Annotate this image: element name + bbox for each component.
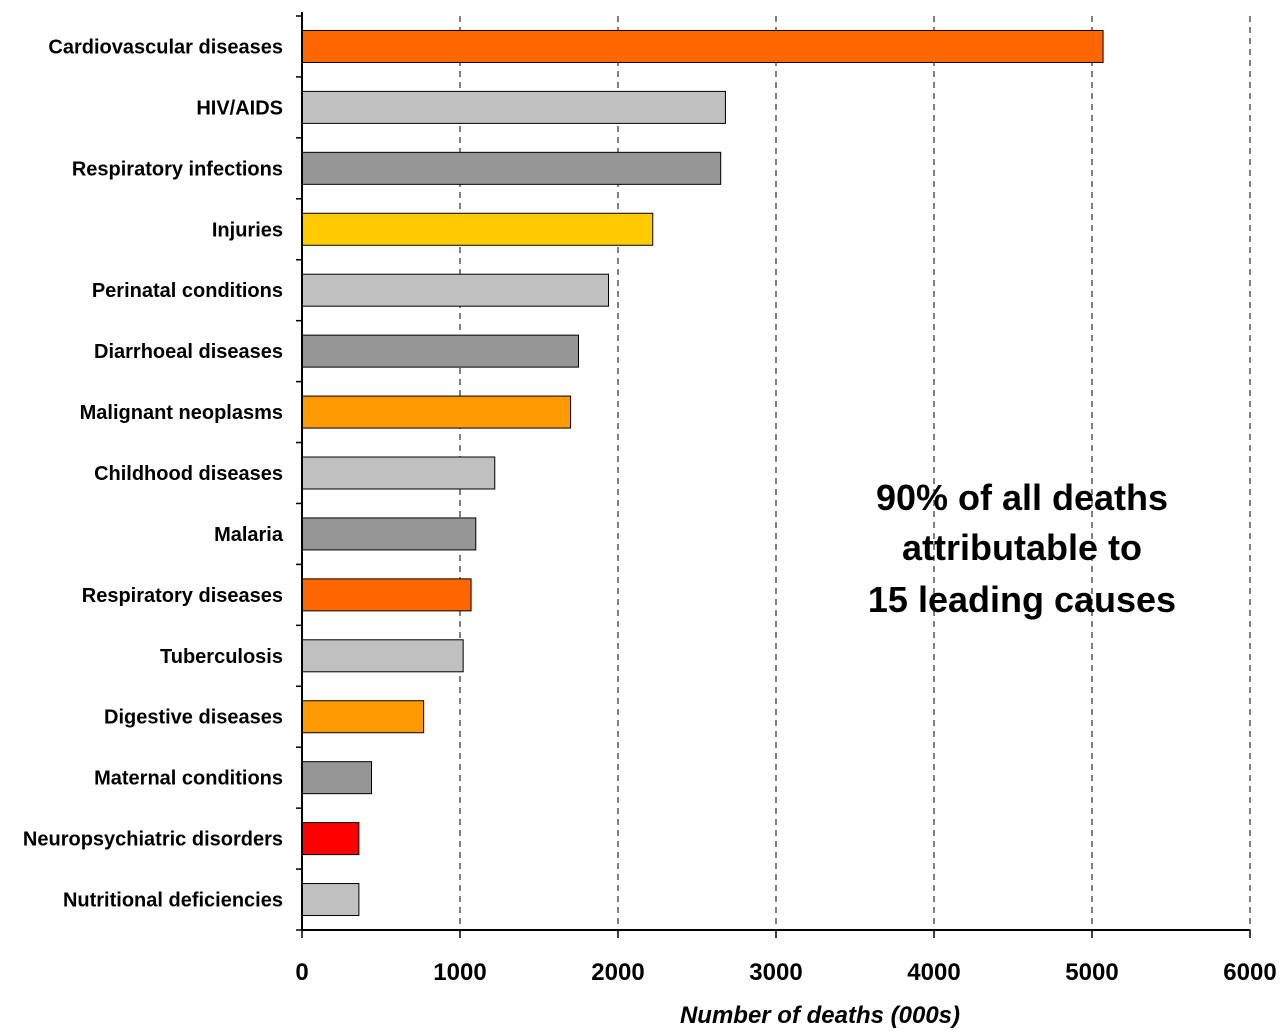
bar-13 xyxy=(301,761,373,795)
x-tick-label-4000: 4000 xyxy=(907,959,960,986)
x-tick-label-6000: 6000 xyxy=(1223,959,1276,986)
axes xyxy=(296,12,1251,938)
bar-14 xyxy=(301,822,360,856)
category-label-7: Malignant neoplasms xyxy=(80,402,283,424)
category-label-12: Digestive diseases xyxy=(104,707,283,729)
category-label-15: Nutritional deficiencies xyxy=(63,890,283,912)
x-tick-label-0: 0 xyxy=(295,959,308,986)
category-labels: Cardiovascular diseases HIV/AIDS Respirato… xyxy=(23,36,284,911)
annotation-line-3: 15 leading causes xyxy=(868,579,1176,620)
annotation-line-1: 90% of all deaths xyxy=(876,477,1168,518)
gridlines xyxy=(459,16,1251,930)
category-label-10: Respiratory diseases xyxy=(82,585,283,607)
bar-10 xyxy=(301,578,472,612)
category-label-4: Injuries xyxy=(212,219,283,241)
bar-15 xyxy=(301,883,360,917)
bar-1 xyxy=(301,29,1104,63)
bar-12 xyxy=(301,700,425,734)
x-tick-labels: 0 1000 2000 3000 4000 5000 6000 xyxy=(295,959,1276,986)
category-label-8: Childhood diseases xyxy=(94,463,283,485)
bars xyxy=(301,29,1104,917)
x-tick-label-2000: 2000 xyxy=(591,959,644,986)
category-label-11: Tuberculosis xyxy=(160,646,283,668)
x-tick-label-1000: 1000 xyxy=(433,959,486,986)
bar-3 xyxy=(301,151,722,185)
x-axis-title: Number of deaths (000s) xyxy=(680,1002,960,1029)
category-label-13: Maternal conditions xyxy=(94,768,283,790)
bar-11 xyxy=(301,639,464,673)
bar-6 xyxy=(301,334,579,368)
x-tick-label-3000: 3000 xyxy=(749,959,802,986)
bar-8 xyxy=(301,456,496,490)
bar-2 xyxy=(301,90,726,124)
category-label-14: Neuropsychiatric disorders xyxy=(23,829,283,851)
bar-5 xyxy=(301,273,610,307)
annotation: 90% of all deaths attributable to 15 lea… xyxy=(868,477,1176,620)
category-label-3: Respiratory infections xyxy=(72,158,283,180)
category-label-9: Malaria xyxy=(214,524,284,546)
category-label-6: Diarrhoeal diseases xyxy=(94,341,283,363)
bar-4 xyxy=(301,212,654,246)
annotation-line-2: attributable to xyxy=(902,527,1142,568)
category-label-5: Perinatal conditions xyxy=(92,280,283,302)
bar-7 xyxy=(301,395,572,429)
bar-9 xyxy=(301,517,477,551)
category-label-1: Cardiovascular diseases xyxy=(48,36,283,58)
category-label-2: HIV/AIDS xyxy=(196,97,283,119)
x-tick-label-5000: 5000 xyxy=(1065,959,1118,986)
